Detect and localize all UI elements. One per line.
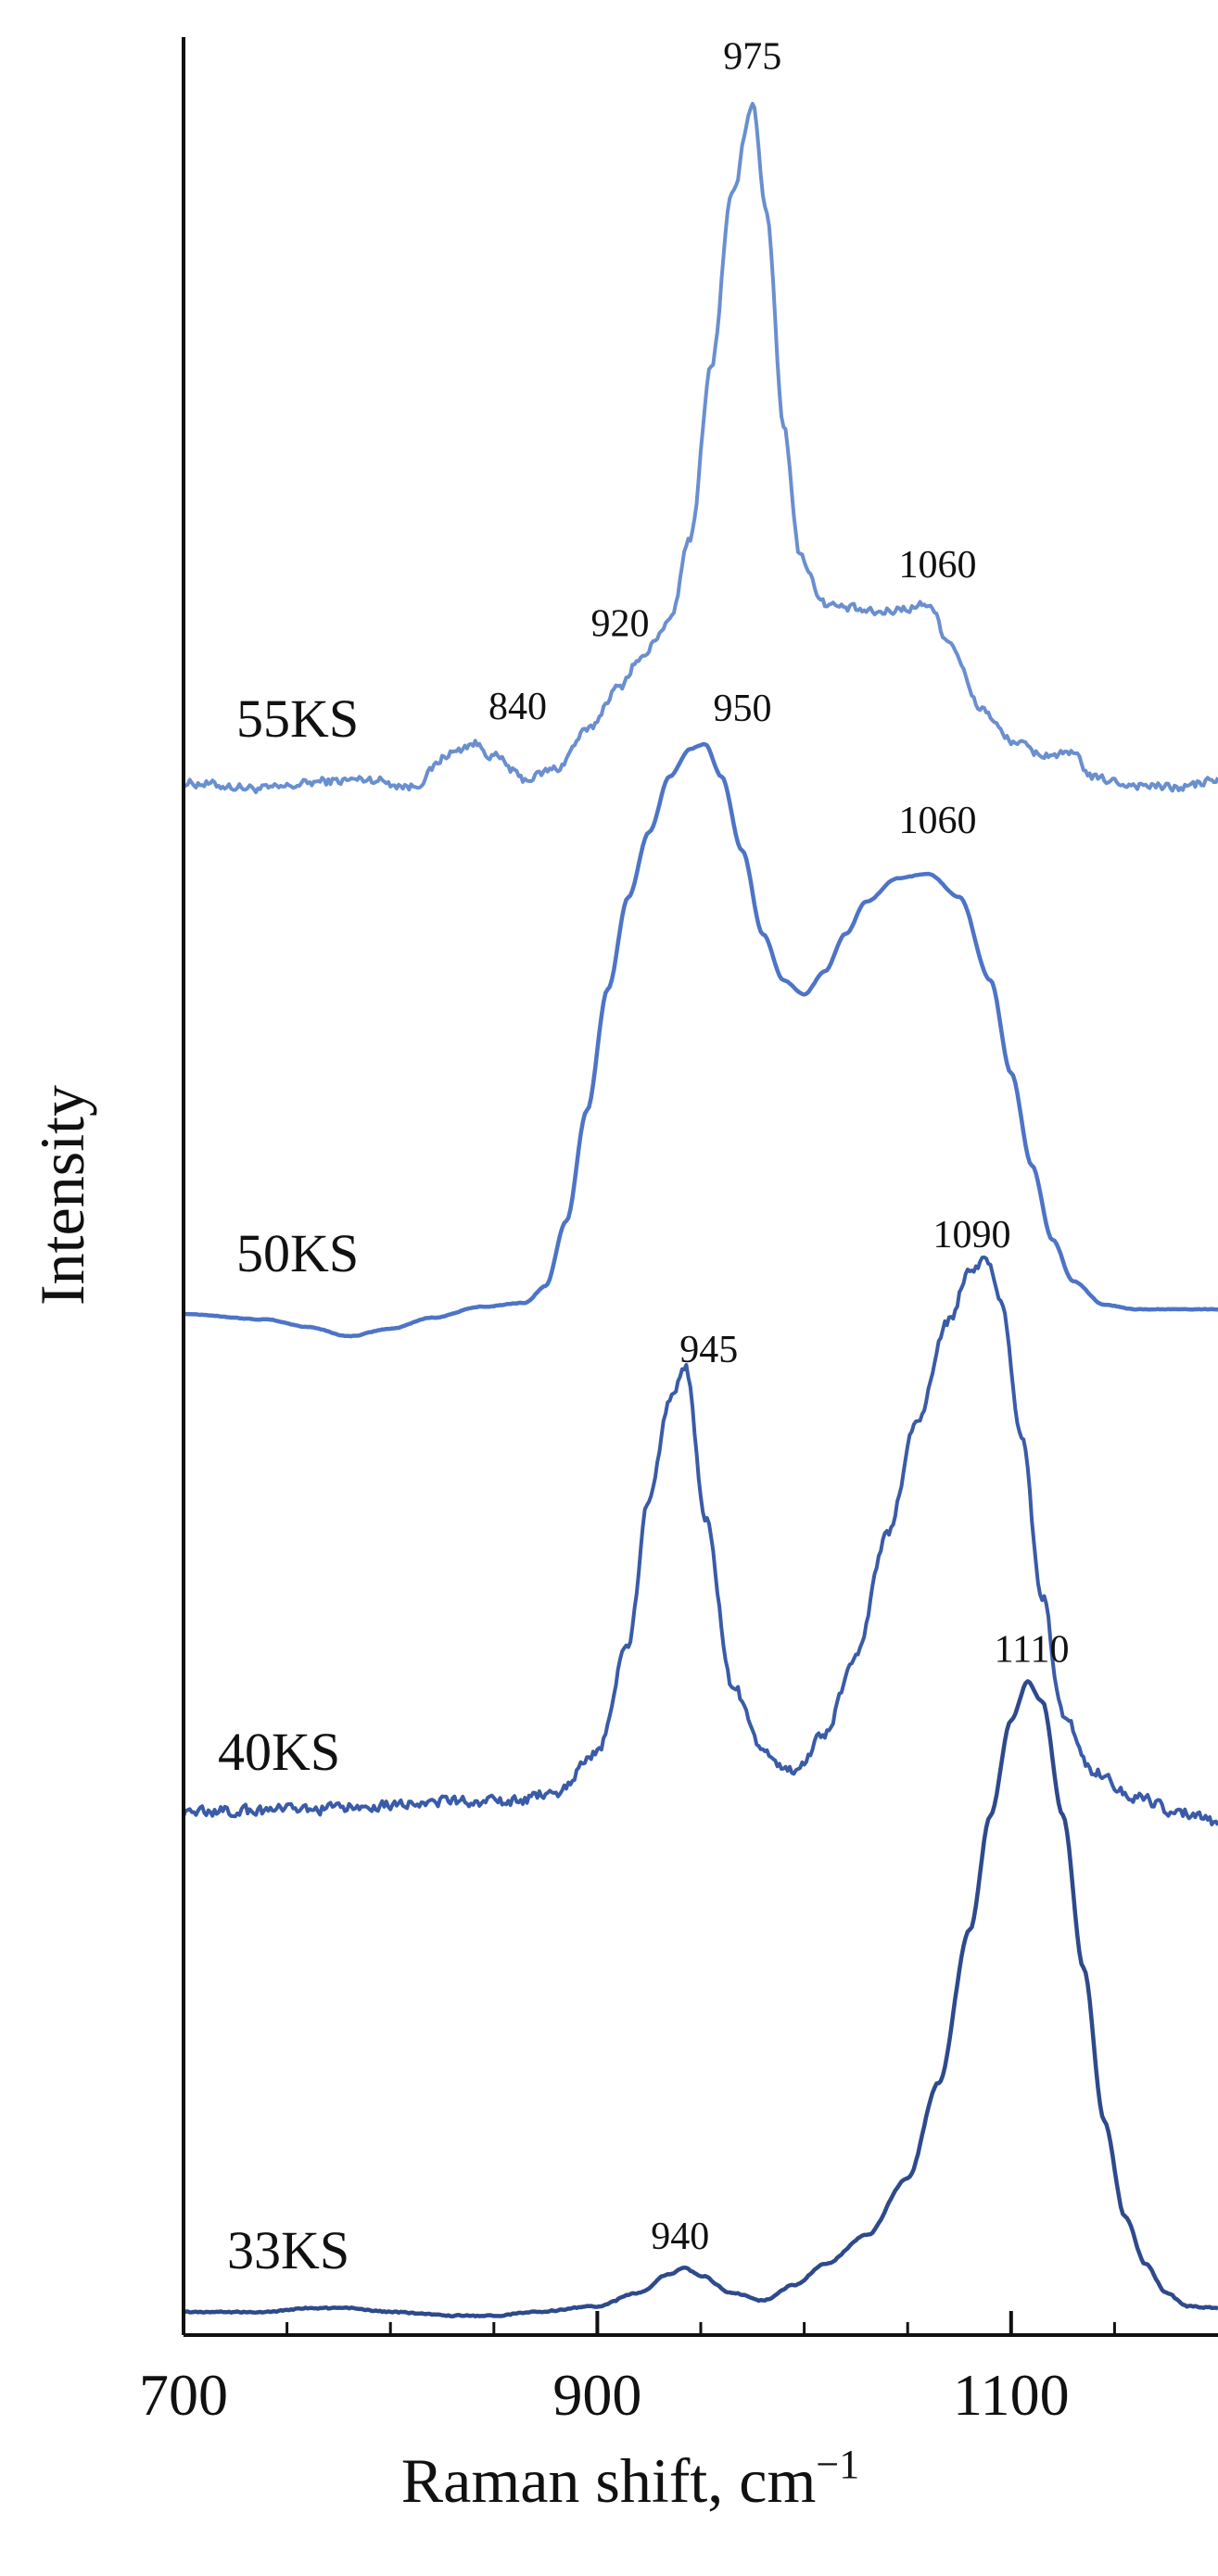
peak-label-33KS-1110: 1110: [995, 1628, 1070, 1671]
peak-label-55KS-1060: 1060: [899, 544, 977, 587]
series-line-40KS: [182, 1255, 1218, 1826]
peak-label-55KS-840: 840: [488, 686, 547, 728]
peak-label-40KS-945: 945: [679, 1329, 738, 1371]
x-axis-title-text: Raman shift, cm: [401, 2445, 817, 2516]
peak-label-50KS-1060: 1060: [899, 800, 977, 842]
series-line-55KS: [182, 101, 1218, 795]
axes-layer: 700 900 1100: [139, 37, 1218, 2428]
y-axis-title: Intensity: [27, 1085, 97, 1306]
x-ticks: 700 900 1100: [139, 2311, 1116, 2428]
series-layer: 55KS 975 1060 920 840 50KS 950 1060 40KS 945 1090 3…: [182, 36, 1218, 2319]
series-50KS: 50KS 950 1060: [183, 688, 1218, 1339]
series-line-50KS: [183, 741, 1218, 1339]
series-label-33KS: 33KS: [227, 2220, 349, 2280]
x-tick-label-700: 700: [139, 2362, 228, 2428]
series-label-50KS: 50KS: [236, 1223, 359, 1283]
series-33KS: 33KS 940 1110: [182, 1628, 1218, 2319]
peak-label-55KS-920: 920: [591, 602, 650, 645]
series-40KS: 40KS 945 1090: [182, 1214, 1218, 1826]
peak-label-55KS-975: 975: [723, 36, 781, 79]
series-label-40KS: 40KS: [218, 1722, 340, 1782]
series-55KS: 55KS 975 1060 920 840: [182, 36, 1218, 795]
series-line-33KS: [182, 1679, 1218, 2319]
x-axis-title-superscript: −1: [816, 2442, 859, 2487]
peak-label-33KS-940: 940: [651, 2216, 709, 2258]
x-axis-title: Raman shift, cm−1: [401, 2442, 859, 2516]
x-tick-label-900: 900: [552, 2362, 641, 2428]
x-tick-label-1100: 1100: [953, 2362, 1070, 2428]
peak-label-50KS-950: 950: [714, 688, 772, 730]
peak-label-40KS-1090: 1090: [933, 1214, 1011, 1256]
series-label-55KS: 55KS: [236, 688, 359, 749]
